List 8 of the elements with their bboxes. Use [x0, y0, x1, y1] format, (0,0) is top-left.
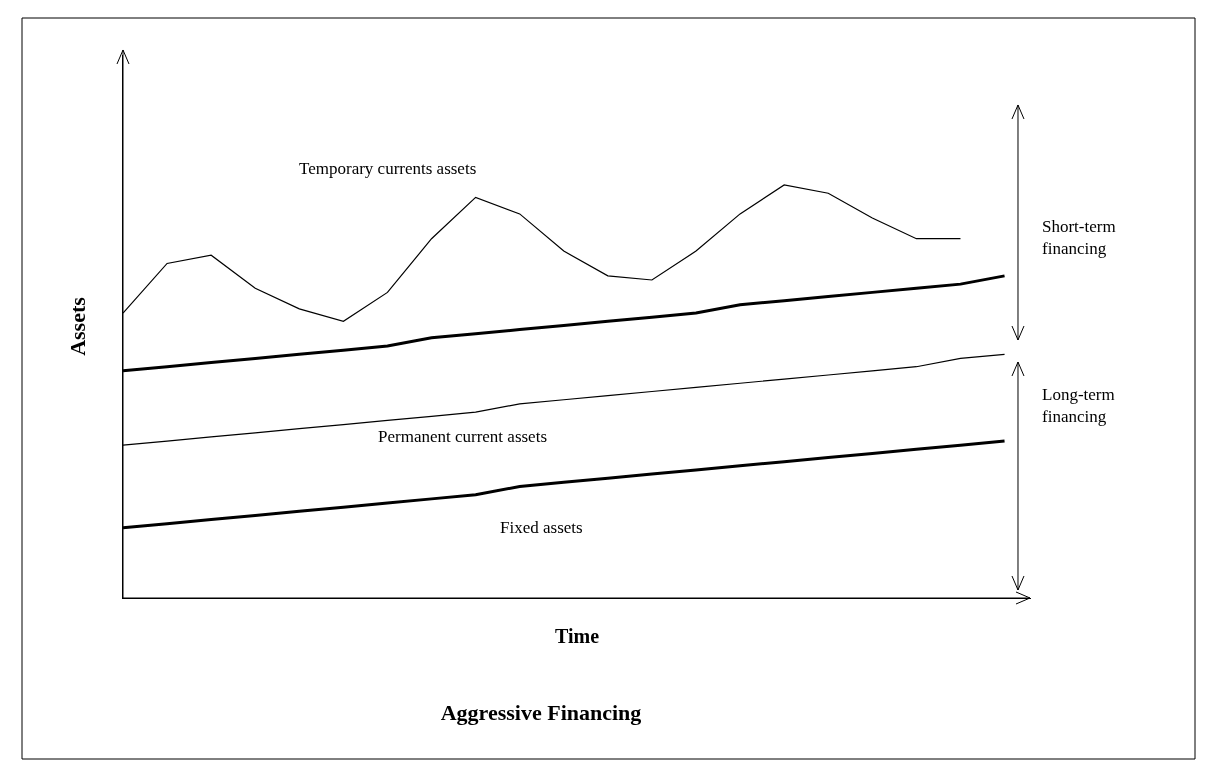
- annotation: Permanent current assets: [378, 427, 547, 446]
- text: Aggressive Financing: [440, 699, 642, 725]
- y-axis-title: Assets: [64, 296, 90, 356]
- annotation: Fixed assets: [500, 518, 583, 537]
- text: Temporary currents assets: [299, 159, 477, 178]
- x-axis-title: Time: [554, 624, 600, 647]
- text: Long-term financing: [1042, 385, 1115, 427]
- text: Short-term financing: [1042, 217, 1116, 259]
